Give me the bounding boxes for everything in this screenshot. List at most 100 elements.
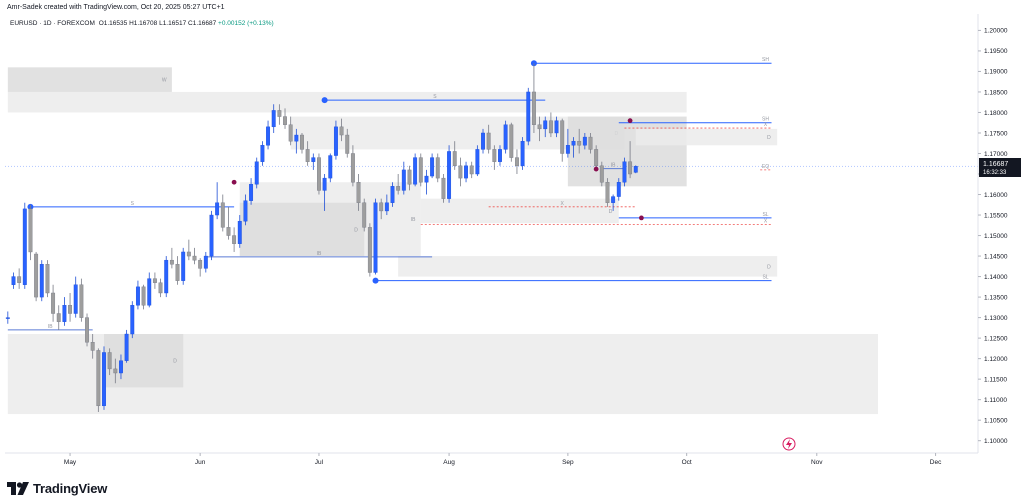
candle-body-30	[175, 264, 180, 281]
candle-body-35	[203, 255, 208, 269]
zone-label-0: W	[162, 78, 167, 84]
y-tick-label-17: 1.11500	[984, 376, 1007, 383]
candle-body-73	[418, 157, 423, 183]
candle-body-46	[266, 126, 271, 146]
price-badge-bg	[979, 158, 1021, 177]
candle-body-49	[283, 116, 287, 125]
candle-body-63	[362, 202, 367, 228]
candle-body-109	[622, 161, 627, 183]
close-value: C1.16687	[188, 20, 217, 27]
x-tick-label-5: Oct	[682, 459, 692, 466]
candle-body-96	[548, 120, 553, 134]
candle-body-86	[492, 149, 497, 162]
candle-body-106	[605, 182, 610, 203]
y-tick-label-15: 1.12500	[984, 335, 1008, 342]
zone-label-5: D	[609, 209, 613, 215]
level-label-7: IB	[317, 251, 322, 257]
candle-body-83	[475, 149, 480, 175]
level-label-6: IB	[48, 324, 53, 330]
zone-4	[239, 202, 365, 257]
zone-label-10: D	[173, 359, 177, 365]
candle-body-75	[430, 157, 435, 177]
candle-body-10	[62, 305, 67, 322]
y-tick-label-4: 1.18000	[984, 110, 1008, 117]
symbol-name[interactable]: EURUSD · 1D · FOREXCOM	[10, 20, 95, 27]
zone-5	[420, 198, 619, 224]
swing-dot-0	[231, 179, 237, 185]
level-label-12: EQ	[762, 164, 769, 170]
tradingview-logo-icon	[7, 481, 29, 495]
x-tick-label-2: Jul	[315, 459, 324, 466]
candle-body-64	[367, 227, 372, 273]
y-tick-label-10: 1.15000	[984, 233, 1008, 240]
swing-dot-3	[639, 215, 644, 221]
candle-body-5	[34, 253, 39, 298]
brand-footer: TradingView	[7, 479, 107, 497]
candle-body-1	[11, 276, 16, 285]
candle-body-55	[317, 157, 321, 191]
candle-body-41	[237, 220, 242, 244]
candle-body-87	[498, 149, 502, 162]
candle-body-70	[401, 169, 406, 191]
candle-body-15	[90, 342, 95, 351]
level-label-1: S	[433, 94, 437, 100]
zone-label-8: D	[767, 135, 771, 141]
candle-body-6	[39, 264, 44, 298]
y-tick-label-3: 1.18500	[984, 89, 1008, 96]
zone-label-6: D	[767, 264, 771, 270]
candle-body-34	[198, 259, 203, 269]
candle-body-103	[588, 136, 593, 150]
candle-body-99	[565, 145, 570, 154]
candle-body-0	[5, 317, 10, 319]
candle-body-36	[209, 214, 214, 257]
y-tick-label-16: 1.12000	[984, 356, 1008, 363]
level-label-3: SH	[762, 117, 769, 123]
level-label-8: IB	[611, 163, 616, 169]
brand-name: TradingView	[33, 480, 108, 496]
candle-body-88	[503, 124, 508, 150]
candle-body-38	[220, 202, 225, 228]
candle-body-58	[333, 126, 338, 156]
low-value: L1.16517	[159, 20, 187, 27]
x-tick-label-7: Dec	[930, 459, 942, 466]
candle-body-17	[102, 352, 106, 407]
candle-body-31	[181, 251, 186, 281]
x-tick-label-6: Nov	[811, 459, 823, 466]
symbol-legend: EURUSD · 1D · FOREXCOM O1.16535 H1.16708…	[10, 20, 274, 27]
candle-body-68	[390, 186, 395, 203]
candle-body-66	[379, 202, 384, 212]
candle-body-56	[322, 177, 327, 191]
chart-header: Amr-Sadek created with TradingView.com, …	[7, 4, 225, 11]
y-tick-label-12: 1.14000	[984, 274, 1008, 281]
candle-body-12	[73, 284, 78, 314]
swing-dot-1	[593, 166, 599, 172]
candle-body-111	[633, 166, 638, 173]
y-tick-label-2: 1.19000	[984, 69, 1008, 76]
candle-body-82	[469, 165, 474, 175]
candle-body-8	[51, 292, 56, 314]
candle-body-74	[424, 175, 429, 183]
candle-body-80	[458, 165, 463, 179]
y-tick-label-8: 1.16000	[984, 192, 1008, 199]
y-tick-label-13: 1.13500	[984, 294, 1008, 301]
candle-body-45	[260, 145, 265, 162]
candle-body-26	[152, 278, 157, 283]
candle-body-32	[186, 251, 191, 257]
lightning-icon[interactable]	[782, 437, 796, 451]
x-tick-label-4: Sep	[562, 459, 574, 466]
candle-body-16	[96, 350, 101, 407]
candle-body-21	[124, 333, 129, 361]
candle-body-48	[277, 110, 282, 117]
y-tick-label-0: 1.20000	[984, 28, 1008, 35]
candle-body-71	[407, 169, 412, 185]
level-label-0: S	[131, 201, 135, 207]
levels-layer: S S SH SH SL SL IB IB IB X X X EQ	[7, 57, 772, 331]
swing-dot-2	[627, 118, 633, 124]
candle-body-53	[305, 149, 310, 162]
price-badge-countdown: 16:32:33	[983, 170, 1007, 176]
candle-body-76	[435, 157, 440, 179]
candle-body-50	[288, 124, 293, 142]
y-tick-label-11: 1.14500	[984, 253, 1008, 260]
candle-body-57	[328, 155, 333, 179]
